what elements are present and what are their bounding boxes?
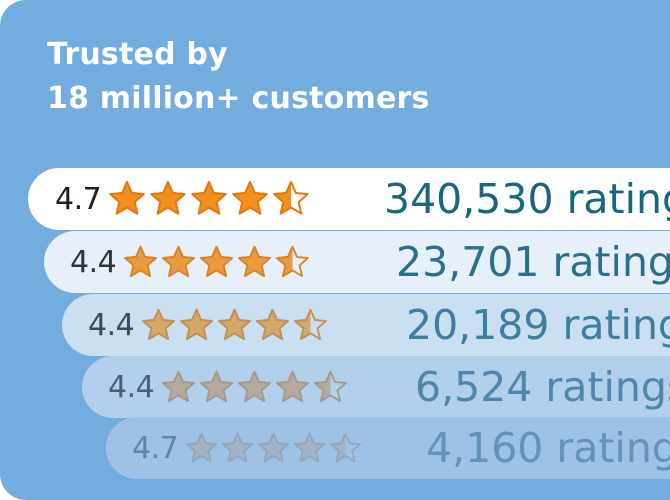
star-full-icon: [150, 181, 186, 215]
star-full-icon: [191, 181, 227, 215]
star-half-icon: [276, 245, 310, 277]
star-full-icon: [218, 308, 252, 340]
rating-row: 4.4 20,189 ratings: [62, 294, 670, 356]
ratings-count: 4,160 ratings: [426, 424, 670, 472]
star-full-icon: [200, 370, 234, 402]
title-line-1: Trusted by: [47, 37, 228, 72]
rating-row: 4.7 340,530 ratings: [28, 168, 670, 230]
ratings-count: 340,530 ratings: [384, 175, 670, 223]
ratings-count: 23,701 ratings: [396, 238, 670, 286]
star-full-icon: [232, 181, 268, 215]
rating-value: 4.4: [70, 244, 117, 280]
star-half-icon: [294, 308, 328, 340]
rating-value: 4.7: [55, 181, 102, 217]
rating-value: 4.4: [88, 307, 135, 343]
star-half-icon: [314, 370, 348, 402]
star-full-icon: [109, 181, 145, 215]
star-full-icon: [222, 432, 254, 462]
star-full-icon: [256, 308, 290, 340]
rating-row: 4.4 6,524 ratings: [82, 356, 670, 418]
star-full-icon: [258, 432, 290, 462]
star-rating: [184, 431, 364, 466]
star-full-icon: [200, 245, 234, 277]
rating-row: 4.4 23,701 ratings: [44, 231, 670, 293]
star-rating: [140, 307, 330, 344]
star-half-icon: [330, 432, 362, 462]
star-rating: [160, 369, 350, 406]
title-line-2: 18 million+ customers: [47, 81, 430, 116]
rating-row: 4.7 4,160 ratings: [106, 417, 670, 479]
rating-value: 4.7: [132, 430, 179, 466]
rating-value: 4.4: [108, 369, 155, 405]
star-rating: [107, 179, 312, 219]
ratings-count: 6,524 ratings: [415, 363, 670, 411]
star-full-icon: [294, 432, 326, 462]
star-full-icon: [162, 245, 196, 277]
card-title: Trusted by 18 million+ customers: [47, 33, 430, 121]
star-full-icon: [180, 308, 214, 340]
star-full-icon: [238, 370, 272, 402]
star-full-icon: [238, 245, 272, 277]
star-full-icon: [162, 370, 196, 402]
star-full-icon: [124, 245, 158, 277]
ratings-count: 20,189 ratings: [406, 301, 670, 349]
star-half-icon: [273, 181, 309, 215]
star-full-icon: [276, 370, 310, 402]
star-full-icon: [142, 308, 176, 340]
star-rating: [122, 244, 312, 281]
star-full-icon: [186, 432, 218, 462]
